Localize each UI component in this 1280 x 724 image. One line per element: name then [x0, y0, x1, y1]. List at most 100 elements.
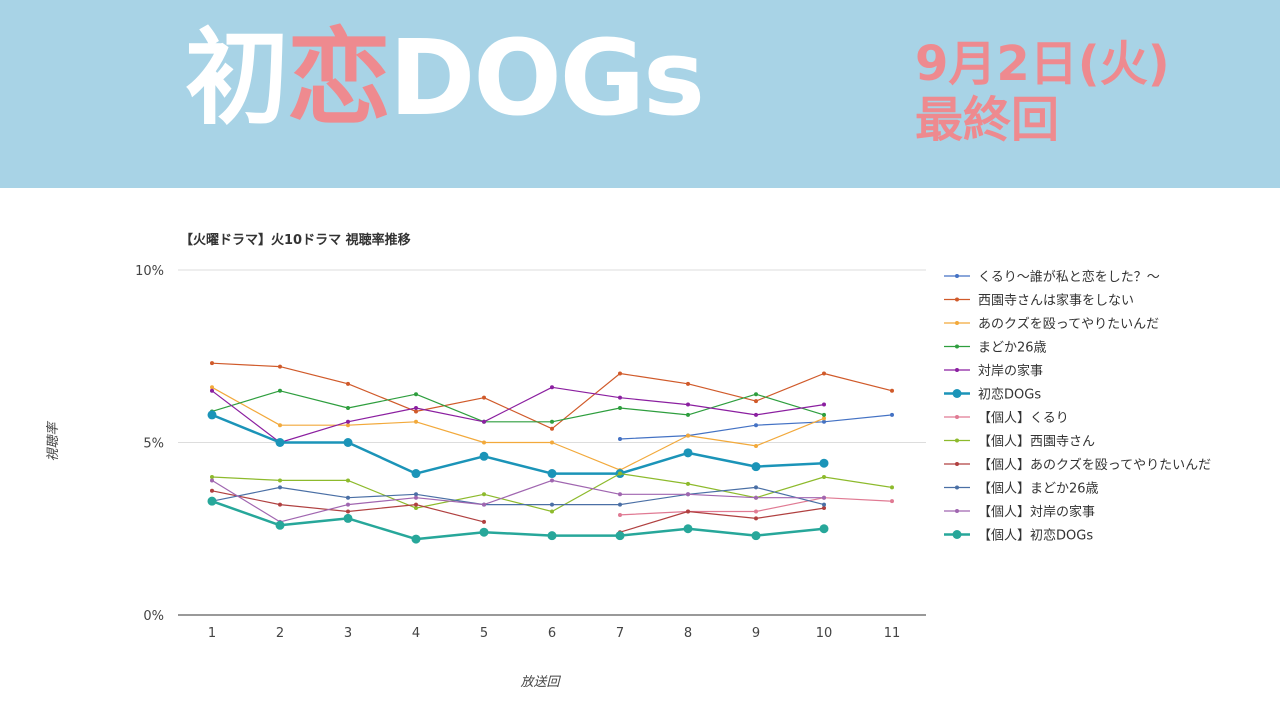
data-point: [275, 520, 285, 530]
data-point: [618, 371, 622, 376]
series-4: [210, 385, 826, 445]
data-point: [346, 509, 350, 514]
data-point: [414, 492, 418, 497]
data-point: [890, 412, 894, 417]
legend-label: 西園寺さんは家事をしない: [978, 293, 1134, 309]
data-point: [346, 423, 350, 428]
legend-label: くるり〜誰が私と恋をした？〜: [978, 269, 1160, 285]
legend-label: まどか26歳: [978, 341, 1047, 356]
show-title: 初恋DOGs: [185, 26, 705, 130]
series-line: [211, 390, 825, 423]
data-point: [482, 395, 486, 400]
data-point: [618, 395, 622, 400]
series-line: [211, 479, 824, 523]
data-point: [754, 423, 758, 428]
data-point: [618, 502, 622, 507]
data-point: [890, 388, 894, 393]
data-point: [207, 410, 217, 420]
data-point: [686, 481, 690, 486]
data-point: [414, 495, 418, 500]
data-point: [890, 499, 894, 504]
series-5: [207, 410, 829, 479]
data-point: [207, 496, 217, 506]
legend-item: 【個人】あのクズを殴ってやりたいんだ: [944, 457, 1211, 473]
legend-label: 【個人】まどか26歳: [978, 482, 1099, 497]
data-point: [686, 433, 690, 438]
series-line: [211, 486, 825, 506]
legend-swatch-marker: [955, 462, 959, 466]
data-point: [683, 448, 693, 458]
data-point: [686, 381, 690, 386]
legend-swatch-marker: [955, 344, 959, 349]
data-point: [822, 419, 826, 424]
data-point: [822, 495, 826, 500]
data-point: [615, 531, 625, 541]
data-point: [278, 423, 282, 428]
series-line: [211, 500, 825, 541]
chart-area: 【火曜ドラマ】火10ドラマ 視聴率推移 0% 5% 10% 1 2 3 4 5 6 7 8 9 10 11…: [0, 188, 1280, 720]
y-tick-label: 10%: [135, 264, 164, 279]
show-title-part1: 初: [185, 17, 289, 139]
data-point: [754, 516, 758, 521]
y-tick-label: 5%: [143, 437, 164, 452]
legend-swatch-marker: [955, 415, 959, 419]
show-title-accent: 恋: [287, 17, 391, 139]
data-point: [346, 406, 350, 410]
y-tick-label: 0%: [143, 609, 164, 624]
data-point: [618, 471, 622, 476]
data-point: [751, 462, 761, 472]
data-point: [210, 388, 214, 393]
data-point: [686, 402, 690, 407]
data-point: [754, 509, 758, 514]
series-3: [210, 388, 826, 424]
x-tick-label: 6: [548, 626, 556, 641]
series-8: [210, 488, 826, 535]
x-tick-label: 10: [816, 626, 833, 641]
legend-swatch-marker: [955, 368, 959, 372]
data-point: [822, 502, 826, 507]
series-0: [618, 412, 894, 442]
data-point: [414, 506, 418, 511]
data-point: [278, 485, 282, 490]
x-axis-label: 放送回: [520, 675, 561, 690]
header-banner: 初恋DOGs 9月2日(火) 最終回: [0, 0, 1280, 188]
legend-item: まどか26歳: [944, 341, 1047, 356]
data-point: [278, 478, 282, 483]
legend-label: 【個人】あのクズを殴ってやりたいんだ: [978, 457, 1211, 473]
series-line: [211, 362, 893, 430]
legend-item: 【個人】対岸の家事: [944, 504, 1095, 520]
legend-item: 西園寺さんは家事をしない: [944, 293, 1134, 309]
y-axis-label: 視聴率: [45, 421, 61, 462]
axes: 0% 5% 10% 1 2 3 4 5 6 7 8 9 10 11: [135, 264, 926, 641]
chart-title: 【火曜ドラマ】火10ドラマ 視聴率推移: [180, 232, 411, 248]
data-point: [686, 492, 690, 497]
x-tick-label: 5: [480, 626, 488, 641]
data-point: [550, 502, 554, 507]
x-tick-label: 4: [412, 626, 420, 641]
legend-item: あのクズを殴ってやりたいんだ: [944, 316, 1159, 332]
legend-label: 【個人】対岸の家事: [978, 504, 1095, 520]
series-1: [210, 361, 894, 431]
data-point: [547, 469, 557, 479]
series-2: [210, 385, 826, 473]
data-point: [550, 478, 554, 483]
data-point: [754, 392, 758, 397]
x-tick-label: 9: [752, 626, 760, 641]
series-line: [211, 413, 825, 475]
legend-swatch-marker: [952, 530, 962, 539]
legend-label: あのクズを殴ってやりたいんだ: [978, 316, 1159, 332]
ratings-line-chart: 【火曜ドラマ】火10ドラマ 視聴率推移 0% 5% 10% 1 2 3 4 5 6 7 8 9 10 11…: [45, 232, 1211, 690]
data-point: [479, 451, 489, 461]
series-10: [210, 478, 826, 524]
data-point: [618, 512, 622, 517]
data-point: [819, 524, 829, 534]
data-point: [482, 419, 486, 424]
data-point: [278, 388, 282, 393]
air-date: 9月2日(火): [915, 36, 1170, 92]
legend-item: 【個人】くるり: [944, 411, 1069, 426]
data-point: [686, 509, 690, 514]
data-point: [822, 371, 826, 376]
data-point: [550, 385, 554, 390]
legend-item: 対岸の家事: [944, 363, 1043, 379]
legend-item: 【個人】西園寺さん: [944, 435, 1095, 450]
